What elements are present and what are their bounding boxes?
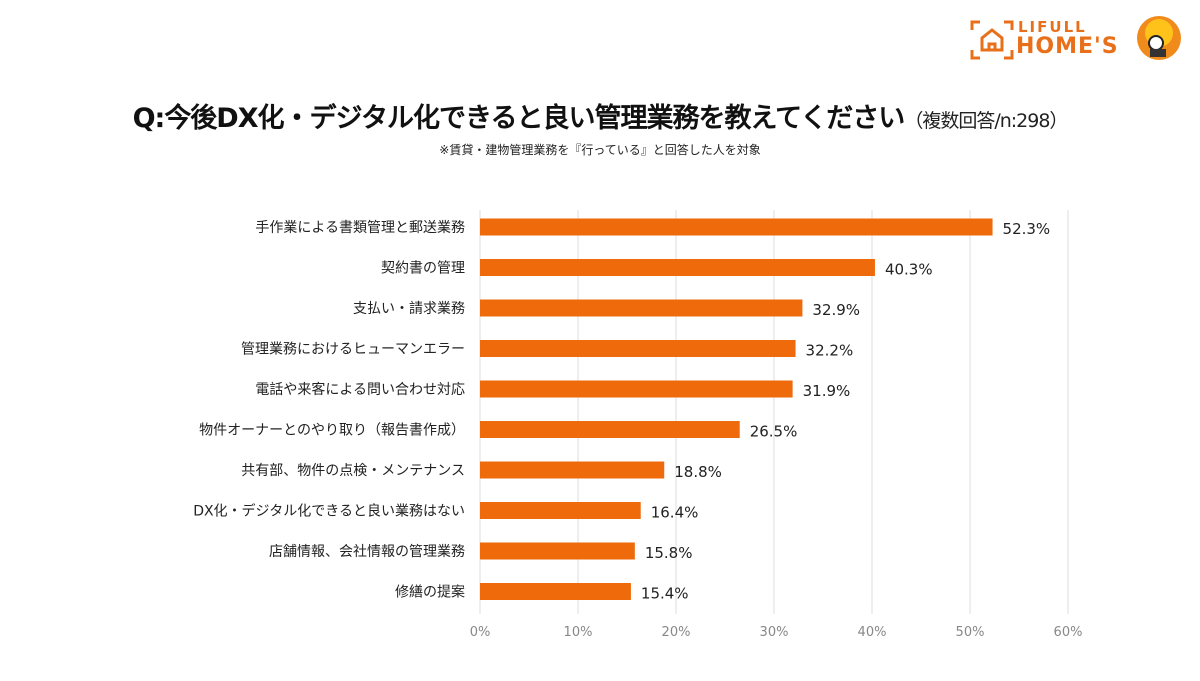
- category-label: 管理業務におけるヒューマンエラー: [241, 342, 465, 358]
- data-label: 32.9%: [812, 301, 860, 319]
- bar: [480, 340, 796, 357]
- house-icon: [970, 20, 1014, 60]
- bar: [480, 299, 803, 317]
- x-tick-label: 20%: [662, 625, 691, 640]
- category-label: 店舗情報、会社情報の管理業務: [269, 544, 465, 560]
- bar: [480, 218, 993, 236]
- bar: [480, 259, 875, 276]
- data-label: 15.4%: [641, 585, 689, 603]
- data-label: 32.2%: [806, 342, 854, 360]
- bar: [480, 380, 793, 398]
- title-note: （複数回答/n:298）: [904, 110, 1068, 132]
- category-label: 手作業による書類管理と郵送業務: [255, 220, 465, 236]
- category-label: 共有部、物件の点検・メンテナンス: [241, 463, 465, 479]
- category-label: 電話や来客による問い合わせ対応: [255, 381, 465, 398]
- data-label: 52.3%: [1003, 220, 1051, 238]
- lifull-homes-logo: LIFULL HOME'S: [970, 14, 1190, 64]
- category-label: 契約書の管理: [381, 261, 465, 277]
- category-label: DX化・デジタル化できると良い業務はない: [193, 503, 465, 520]
- data-label: 26.5%: [750, 423, 798, 441]
- x-tick-label: 50%: [956, 625, 985, 640]
- bar: [480, 502, 641, 519]
- x-tick-label: 40%: [858, 625, 887, 640]
- bar: [480, 583, 631, 600]
- category-label: 支払い・請求業務: [353, 301, 465, 317]
- chart-subtitle: ※賃貸・建物管理業務を『行っている』と回答した人を対象: [439, 143, 761, 157]
- bar: [480, 461, 665, 479]
- data-label: 15.8%: [645, 544, 693, 562]
- mascot-icon: [1137, 16, 1181, 60]
- x-tick-label: 10%: [564, 625, 593, 640]
- chart-title: Q:今後DX化・デジタル化できると良い管理業務を教えてください（複数回答/n:2…: [132, 103, 1069, 134]
- data-label: 40.3%: [885, 261, 933, 279]
- data-label: 16.4%: [651, 504, 699, 522]
- data-label: 31.9%: [803, 382, 851, 400]
- data-label: 18.8%: [674, 463, 722, 481]
- bar: [480, 542, 635, 560]
- x-tick-label: 30%: [760, 625, 789, 640]
- x-tick-label: 0%: [470, 625, 491, 640]
- category-label: 物件オーナーとのやり取り（報告書作成）: [199, 423, 465, 439]
- bar: [480, 421, 740, 438]
- x-tick-label: 60%: [1054, 625, 1083, 640]
- category-label: 修繕の提案: [395, 584, 465, 601]
